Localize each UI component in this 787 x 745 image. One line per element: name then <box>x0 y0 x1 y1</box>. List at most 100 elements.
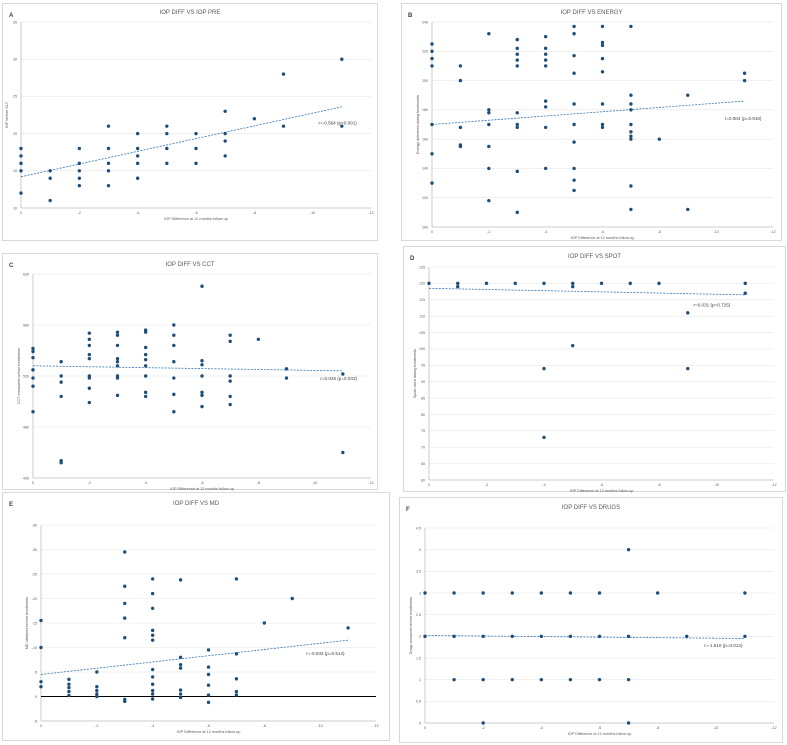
data-point <box>234 689 239 694</box>
data-point <box>430 49 434 53</box>
data-point <box>150 628 155 633</box>
data-point <box>657 281 661 286</box>
data-point <box>150 638 155 642</box>
data-point <box>228 379 232 383</box>
trendline <box>428 287 746 296</box>
x-axis-label: IOP Difference at 12 months follow up <box>170 487 234 491</box>
data-point <box>542 281 546 286</box>
data-point <box>515 125 519 130</box>
data-point <box>143 352 148 357</box>
data-point <box>600 56 605 61</box>
x-axis-label: IOP Difference at 12 months follow up <box>568 732 632 736</box>
data-point <box>19 161 23 166</box>
data-point <box>95 685 99 689</box>
data-point <box>510 634 514 639</box>
data-point <box>106 124 111 128</box>
data-point <box>172 376 176 380</box>
chart-panel-c: 0 -2 -4 -6 -8 -10 -12 430 480 530 580 630 IOP DIFF V… <box>2 253 378 491</box>
data-point <box>515 64 519 68</box>
data-point <box>143 345 148 350</box>
y-tick-label: -25 <box>32 572 37 576</box>
data-point <box>629 184 633 188</box>
y-tick-label: 65 <box>421 462 425 466</box>
x-tick-label: -12 <box>368 481 373 485</box>
data-point <box>135 146 140 151</box>
data-point <box>115 374 120 378</box>
y-tick-label: -5 <box>34 719 37 723</box>
data-point <box>539 591 544 595</box>
chart-title: IOP DIFF VS ENERGY <box>561 10 623 16</box>
data-point <box>626 547 631 552</box>
chart-panel-e: 0 -2 -4 -6 -8 -10 -12 -5 0 -5 -10 -15 -20 -25 -30 -35 IO… <box>2 492 390 741</box>
y-tick-label: 125 <box>419 265 425 269</box>
data-point <box>206 700 211 705</box>
data-point <box>515 58 519 62</box>
y-tick-label: 4.5 <box>416 526 421 530</box>
data-point <box>487 144 491 149</box>
data-point <box>223 139 227 143</box>
x-tick-label: -8 <box>253 211 256 215</box>
data-point <box>484 281 489 286</box>
data-point <box>572 71 576 75</box>
data-point <box>629 93 633 97</box>
y-tick-label: 80 <box>421 413 425 417</box>
y-tick-label: -10 <box>32 646 37 650</box>
data-point <box>106 183 111 188</box>
data-point <box>341 450 345 455</box>
data-point <box>515 37 519 42</box>
data-point <box>539 634 544 639</box>
data-point <box>150 606 155 610</box>
correlation-annotation: r=0.004 (p=0.916) <box>725 116 762 121</box>
data-point <box>178 578 183 582</box>
chart-title: IOP DIFF VS DRUGS <box>562 505 620 511</box>
data-point <box>59 374 63 378</box>
data-point <box>172 410 176 414</box>
y-tick-label: -30 <box>32 548 37 552</box>
data-point <box>48 169 52 173</box>
data-point <box>115 393 120 398</box>
data-point <box>150 682 155 686</box>
data-point <box>543 105 548 109</box>
y-tick-label: 1.5 <box>416 656 421 660</box>
chart-e-svg: 0 -2 -4 -6 -8 -10 -12-50-5-10-15-20-25-30-35IO… <box>9 501 379 734</box>
data-point <box>77 161 82 166</box>
data-point <box>228 333 232 337</box>
y-tick-label: 0.5 <box>416 700 421 704</box>
data-point <box>206 683 211 687</box>
data-point <box>686 93 690 97</box>
correlation-annotation: r=0.025 (p=0.033) <box>320 376 357 381</box>
data-point <box>423 634 427 639</box>
data-point <box>543 64 548 68</box>
data-point <box>87 337 92 341</box>
x-tick-label: -12 <box>368 211 373 215</box>
data-point <box>629 108 633 112</box>
y-tick-label: 30 <box>13 58 17 62</box>
data-point <box>452 591 456 595</box>
y-tick-label: 3 <box>419 591 421 595</box>
data-point <box>150 633 155 637</box>
chart-panel-f: 0 -2 -4 -6 -8 -10 -12 0 0.5 1 1.5 2 2.5 3 3.5 4 4.5 IOP D… <box>399 497 783 743</box>
data-point <box>135 154 140 158</box>
y-tick-label: 25 <box>13 95 17 99</box>
data-point <box>427 281 431 286</box>
data-point <box>543 58 548 62</box>
data-point <box>456 284 460 289</box>
data-point <box>228 374 232 378</box>
data-point <box>510 591 514 595</box>
data-point <box>572 24 576 29</box>
chart-f-svg: 0 -2 -4 -6 -8 -10 -12 0 0.5 1 1.5 2 2.5 3 3.5 4 4.5 IOP D… <box>406 505 777 736</box>
correlation-annotation: r=-1.610 (p=0.013) <box>704 643 743 648</box>
data-point <box>77 176 82 180</box>
data-point <box>115 360 120 364</box>
data-point <box>542 366 546 371</box>
y-tick-label: 480 <box>23 425 29 429</box>
data-point <box>543 99 548 103</box>
y-axis-label: Drugs assumed before treatments <box>409 597 413 655</box>
data-point <box>95 688 99 693</box>
x-tick-label: 0 <box>20 211 22 215</box>
x-tick-label: -4 <box>544 230 547 234</box>
x-tick-label: -10 <box>318 724 323 728</box>
data-point <box>59 380 63 384</box>
panel-letter: D <box>410 256 415 262</box>
panel-letter: F <box>406 507 410 513</box>
